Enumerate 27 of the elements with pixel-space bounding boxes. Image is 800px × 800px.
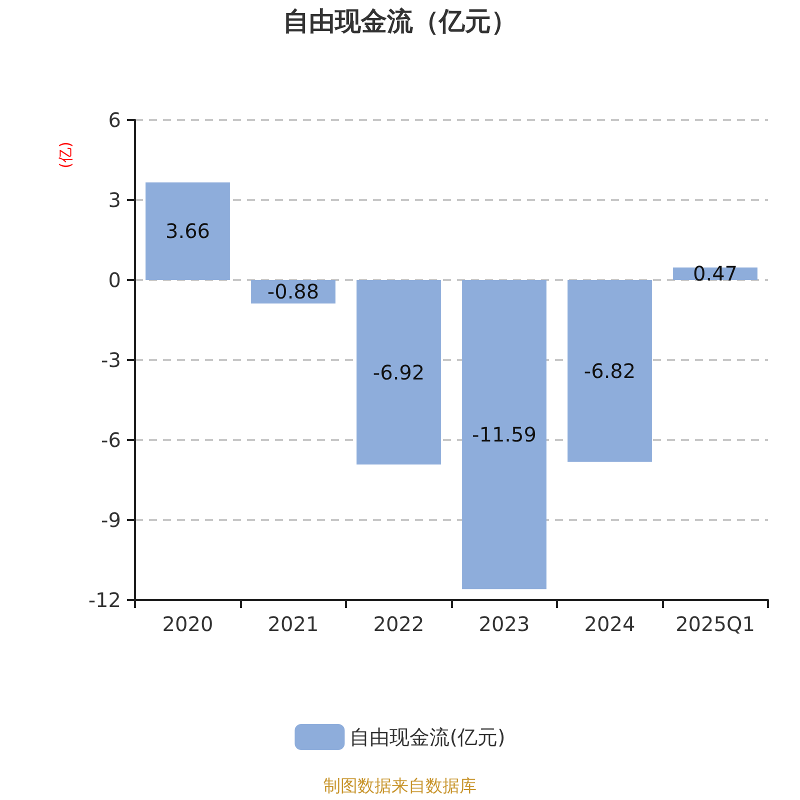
legend-label: 自由现金流(亿元) bbox=[350, 725, 506, 749]
x-tick-label: 2021 bbox=[268, 612, 319, 636]
data-label: -6.92 bbox=[372, 360, 425, 384]
y-tick-label: -6 bbox=[101, 428, 121, 452]
bar bbox=[146, 182, 230, 280]
bar bbox=[356, 280, 441, 465]
y-tick-label: 0 bbox=[108, 268, 121, 292]
data-label: 3.66 bbox=[165, 219, 210, 244]
y-axis-title: (亿) bbox=[56, 142, 74, 168]
data-label: 0.47 bbox=[692, 262, 738, 286]
y-tick-label: -12 bbox=[88, 588, 121, 612]
y-tick-label: -9 bbox=[101, 508, 121, 532]
x-tick-label: 2023 bbox=[478, 612, 530, 636]
y-tick-label: -3 bbox=[101, 348, 121, 372]
bar bbox=[568, 280, 652, 462]
text: 制图数据来自数据库 bbox=[324, 776, 476, 796]
data-label: -0.88 bbox=[267, 280, 320, 304]
y-tick-label: 3 bbox=[108, 188, 121, 212]
chart-title: 自由现金流（亿元） bbox=[283, 7, 517, 37]
bar bbox=[462, 280, 546, 590]
data-label: -6.82 bbox=[584, 358, 636, 383]
x-tick-label: 2020 bbox=[162, 612, 214, 636]
x-tick-label: 2025Q1 bbox=[676, 612, 755, 636]
x-tick-label: 2022 bbox=[373, 612, 424, 636]
x-tick-label: 2024 bbox=[584, 612, 636, 636]
y-tick-label: 6 bbox=[108, 108, 121, 132]
data-label: -11.59 bbox=[472, 422, 536, 447]
